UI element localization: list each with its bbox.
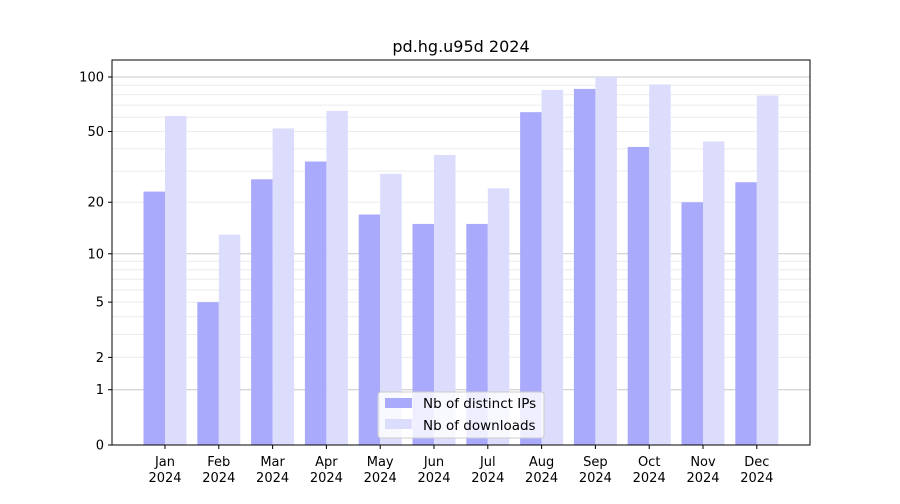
x-tick-label: Feb 2024 <box>202 455 235 486</box>
plot-frame <box>111 59 811 446</box>
x-tick-label: Dec 2024 <box>740 455 773 486</box>
bar-downloads <box>165 115 187 446</box>
bar-downloads <box>326 110 348 445</box>
x-tick-label: Jan 2024 <box>148 455 181 486</box>
bar-downloads <box>434 154 456 446</box>
y-tick-label: 0 <box>96 439 104 454</box>
bar-downloads <box>380 173 402 445</box>
y-tick-label: 2 <box>96 351 104 366</box>
legend-swatch-ips <box>385 398 412 408</box>
y-tick-label: 100 <box>79 71 104 86</box>
bar-ips <box>197 302 219 445</box>
legend-swatch-downloads <box>385 419 412 429</box>
x-tick-label: Sep 2024 <box>579 455 612 486</box>
x-tick-label: Aug 2024 <box>525 455 558 486</box>
x-tick-label: Mar 2024 <box>256 455 289 486</box>
y-tick-label: 5 <box>96 296 104 311</box>
y-tick-label: 50 <box>87 125 104 140</box>
x-tick-label: Apr 2024 <box>310 455 343 486</box>
chart-title: pd.hg.u95d 2024 <box>392 37 529 56</box>
bar-downloads <box>218 234 241 445</box>
x-tick-label: May 2024 <box>364 455 397 486</box>
legend: Nb of distinct IPs Nb of downloads <box>377 391 545 439</box>
bar-downloads <box>649 84 671 446</box>
legend-label-ips: Nb of distinct IPs <box>423 396 536 412</box>
bar-ips <box>251 179 273 445</box>
x-tick-label: Jul 2024 <box>471 455 504 486</box>
bar-ips <box>681 202 703 445</box>
bar-ips <box>520 112 542 445</box>
legend-label-downloads: Nb of downloads <box>423 418 536 434</box>
bar-ips <box>573 88 596 445</box>
x-tick-label: Nov 2024 <box>686 455 719 486</box>
bar-ips <box>735 182 757 446</box>
y-tick-label: 1 <box>96 383 104 398</box>
y-tick-label: 20 <box>87 196 104 211</box>
bar-downloads <box>272 128 295 445</box>
bar-ips <box>466 223 488 445</box>
x-tick-label: Oct 2024 <box>633 455 666 486</box>
bar-downloads <box>595 77 617 446</box>
bar-downloads <box>541 89 564 446</box>
x-tick-label: Jun 2024 <box>417 455 450 486</box>
bar-ips <box>143 191 165 445</box>
bar-downloads <box>703 141 725 445</box>
bar-ips <box>412 223 434 445</box>
bar-ips <box>358 214 381 445</box>
bar-downloads <box>756 95 779 445</box>
bar-downloads <box>487 188 510 446</box>
y-tick-label: 10 <box>87 247 104 262</box>
bar-ips <box>304 161 327 446</box>
bar-ips <box>627 146 650 445</box>
